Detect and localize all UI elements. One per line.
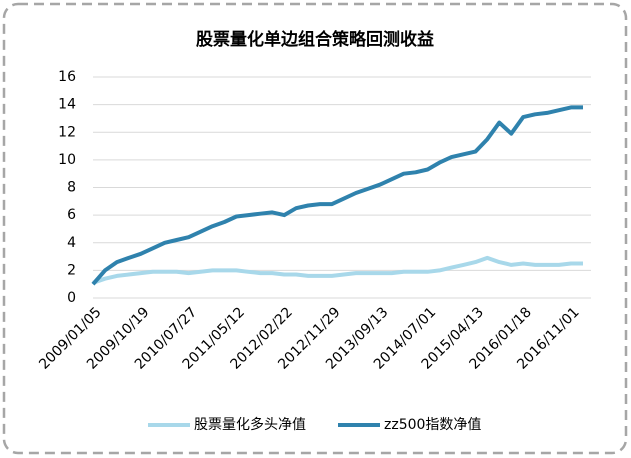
chart-title: 股票量化单边组合策略回测收益 [196,29,434,50]
y-tick-label: 6 [67,207,76,223]
y-tick-label: 16 [58,69,76,85]
series-line [92,255,583,285]
y-tick-label: 2 [67,262,76,278]
series-line [91,105,583,286]
legend: 股票量化多头净值 zz500指数净值 [148,416,481,433]
y-tick-label: 14 [58,97,76,113]
y-tick-label: 4 [67,235,76,251]
y-tick-label: 10 [58,152,76,168]
y-tick-label: 0 [67,290,76,306]
legend-label: 股票量化多头净值 [194,416,306,433]
y-tick-label: 8 [67,180,76,196]
legend-label: zz500指数净值 [384,417,481,433]
y-tick-label: 12 [58,124,76,140]
